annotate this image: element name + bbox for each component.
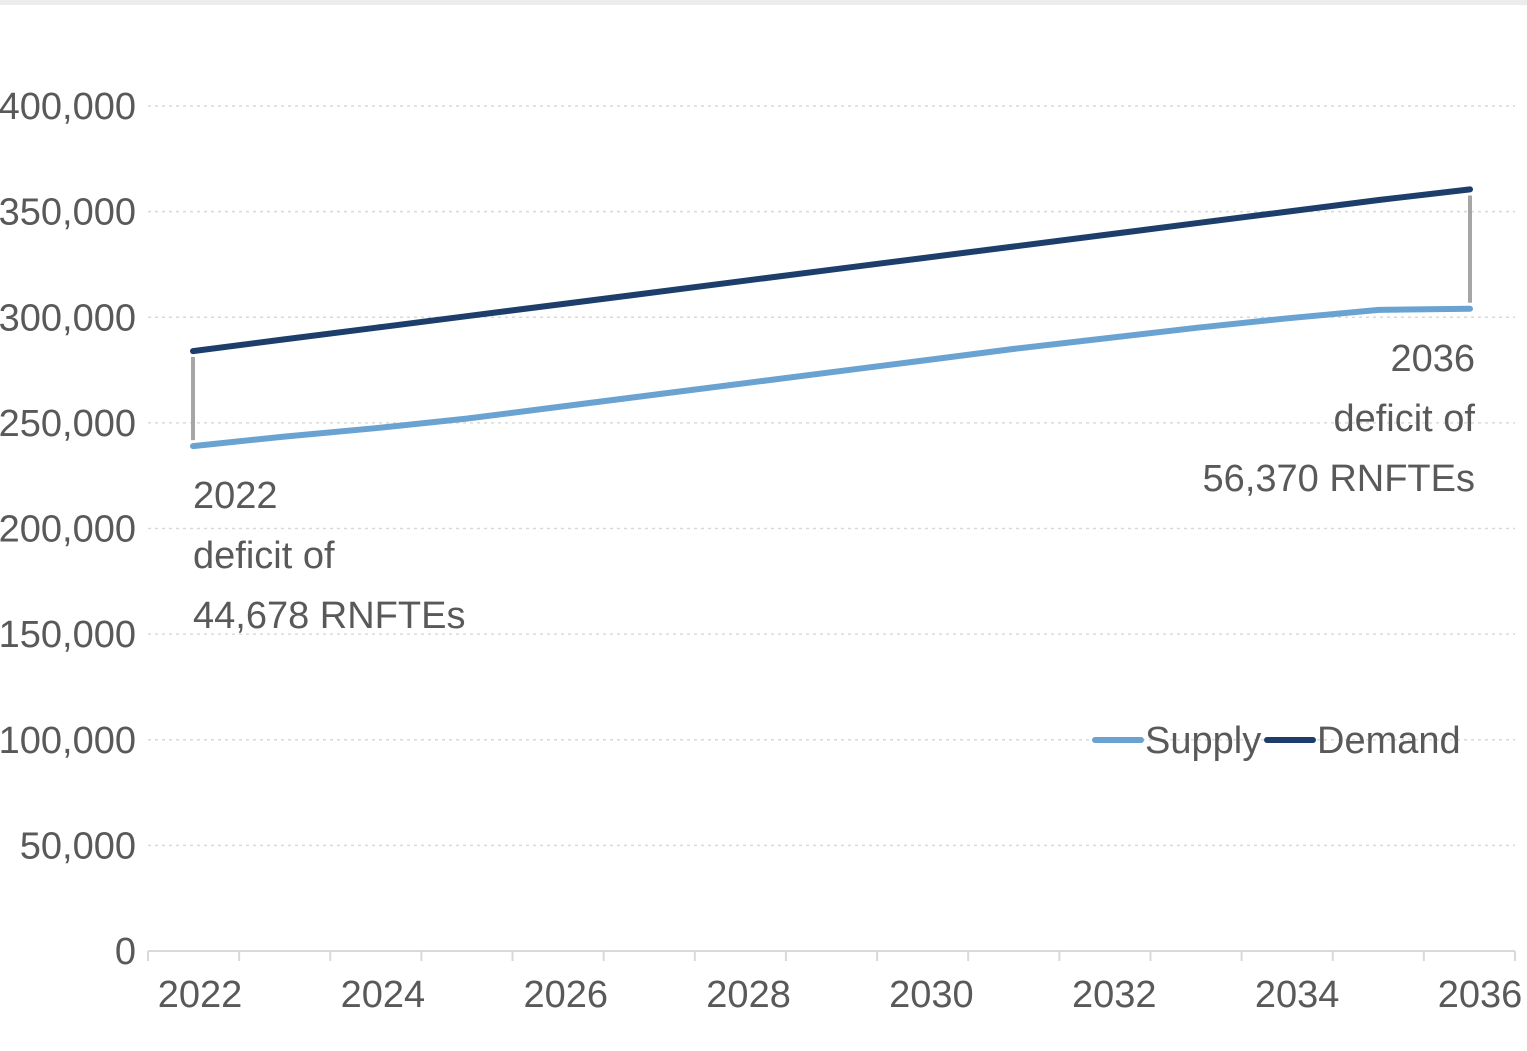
y-tick-label: 250,000 — [0, 403, 136, 445]
y-axis-tick-labels: 0 50,000 100,000 150,000 200,000 250,000 300,0… — [0, 86, 136, 973]
y-tick-label: 150,000 — [0, 614, 136, 656]
deficit-annotation-line: 44,678 RNFTEs — [193, 595, 465, 637]
y-tick-label: 100,000 — [0, 720, 136, 762]
x-tick-label: 2024 — [341, 974, 426, 1016]
x-tick-label: 2028 — [706, 974, 791, 1016]
x-tick-label: 2026 — [523, 974, 608, 1016]
deficit-annotation-line: deficit of — [1333, 398, 1475, 440]
x-tick-label: 2034 — [1255, 974, 1340, 1016]
legend-label-demand: Demand — [1317, 720, 1461, 762]
demand-line — [190, 186, 1473, 355]
deficit-gap-lines — [191, 195, 1472, 441]
top-border-band — [0, 0, 1527, 5]
y-tick-label: 50,000 — [20, 825, 136, 867]
y-tick-label: 200,000 — [0, 509, 136, 551]
series-lines — [190, 186, 1473, 450]
legend: Supply Demand — [1092, 720, 1461, 762]
y-tick-label: 400,000 — [0, 86, 136, 128]
x-tick-label: 2032 — [1072, 974, 1157, 1016]
x-tick-label: 2036 — [1438, 974, 1523, 1016]
y-tick-label: 300,000 — [0, 297, 136, 339]
legend-label-supply: Supply — [1145, 720, 1261, 762]
deficit-annotation-line: deficit of — [193, 535, 335, 577]
x-axis — [147, 950, 1516, 961]
y-tick-label: 350,000 — [0, 192, 136, 234]
deficit-annotations: 2022 deficit of 44,678 RNFTEs 2036 deficit o… — [193, 338, 1475, 637]
y-tick-label: 0 — [115, 931, 136, 973]
deficit-annotation-line: 2036 — [1390, 338, 1475, 380]
deficit-annotation-line: 2022 — [193, 475, 278, 517]
supply-line — [190, 305, 1473, 450]
x-tick-label: 2022 — [158, 974, 243, 1016]
x-tick-label: 2030 — [889, 974, 974, 1016]
x-axis-tick-labels: 2022 2024 2026 2028 2030 2032 2034 2036 — [158, 974, 1523, 1016]
deficit-annotation-line: 56,370 RNFTEs — [1203, 458, 1475, 500]
